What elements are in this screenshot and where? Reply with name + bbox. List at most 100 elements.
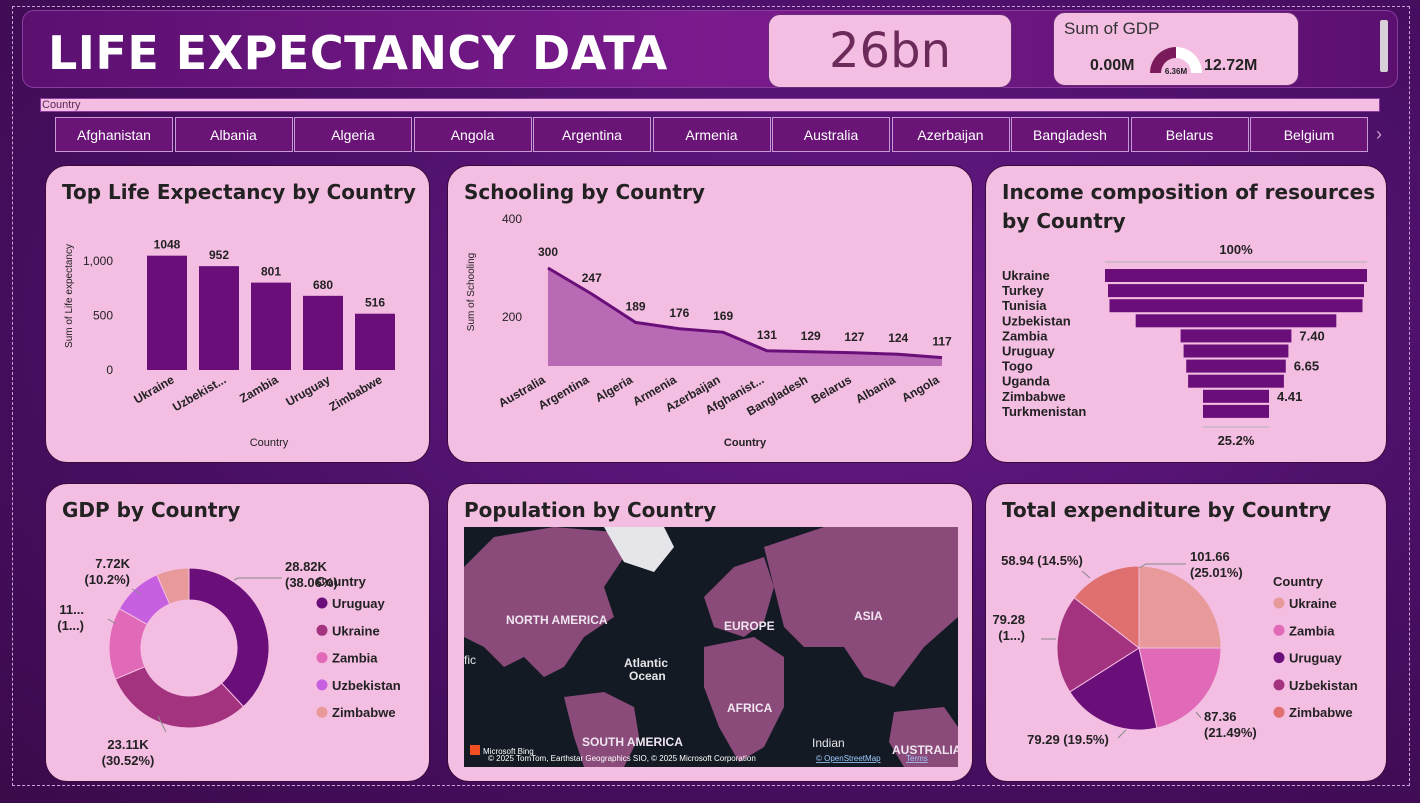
scrollbar[interactable] (1380, 20, 1388, 72)
slicer-item-argentina[interactable]: Argentina (533, 117, 651, 152)
data-label: 7.72K (95, 556, 130, 571)
legend-entry: Uruguay (332, 596, 386, 611)
slicer-item-belgium[interactable]: Belgium (1250, 117, 1368, 152)
map-link-terms: Terms (906, 754, 928, 763)
legend-marker (316, 706, 328, 718)
funnel-bar (1202, 389, 1270, 403)
y-axis-label: Sum of Schooling (466, 253, 477, 331)
funnel-bar (1183, 344, 1289, 358)
chart-title: Total expenditure by Country (1002, 498, 1332, 522)
slicer-item-angola[interactable]: Angola (413, 117, 532, 152)
donut-chart: 28.82K(38.06%) 23.11K(30.52%) 11...(1...) 7… (57, 556, 401, 768)
data-label: 176 (669, 306, 689, 320)
x-tick-label: Belarus (809, 372, 854, 406)
bar (303, 295, 343, 370)
slice (114, 666, 245, 729)
slice (156, 567, 190, 605)
legend-marker (316, 597, 328, 609)
bar-chart: Sum of Life expectancy05001,0001048Ukrai… (64, 238, 395, 449)
funnel-bar (1107, 284, 1365, 298)
x-tick-label: Argentina (536, 372, 592, 412)
map-label: SOUTH AMERICA (582, 735, 683, 749)
chart-title: Top Life Expectancy by Country (62, 180, 416, 204)
gauge-fill (1150, 47, 1176, 73)
leader-line (131, 588, 142, 595)
panel-population: Population by Country NORTH AMERICA EURO… (447, 483, 973, 782)
legend-entry: Zambia (332, 651, 378, 666)
funnel-category-label: Uganda (1002, 374, 1050, 389)
gauge-card[interactable]: Sum of GDP 6.36M 0.00M 12.72M (1053, 12, 1299, 86)
data-label: 131 (757, 328, 777, 342)
map-label: ASIA (854, 609, 883, 623)
slicer-item-albania[interactable]: Albania (174, 117, 293, 152)
data-label: (30.52%) (102, 753, 155, 768)
slicer-item-azerbaijan[interactable]: Azerbaijan (891, 117, 1010, 152)
legend-entry: Uzbekistan (332, 678, 401, 693)
chart-title: Income composition of resources by Count… (1002, 180, 1376, 233)
leader-line (157, 715, 167, 733)
slicer-item-armenia[interactable]: Armenia (652, 117, 771, 152)
data-label: 680 (313, 278, 333, 292)
x-tick-label: Uzbekist... (170, 372, 228, 414)
legend-marker (316, 652, 328, 664)
legend-marker (1273, 706, 1285, 718)
x-axis-label: Country (250, 437, 289, 449)
area-chart: Sum of Schooling 200400300Australia247Arg… (466, 212, 952, 449)
bar (251, 282, 291, 370)
slicer-item-australia[interactable]: Australia (772, 117, 890, 152)
slicer-item-afghanistan[interactable]: Afghanistan (55, 117, 173, 152)
panel-income: Income composition of resources by Count… (985, 165, 1387, 463)
gauge-min: 0.00M (1090, 57, 1135, 74)
legend-entry: Ukraine (332, 623, 380, 638)
map-label: fic (464, 653, 476, 667)
page-title: LIFE EXPECTANCY DATA (48, 26, 668, 80)
data-label: 58.94 (14.5%) (1001, 553, 1083, 568)
map-svg: NORTH AMERICA EUROPE ASIA Atlantic Ocean… (464, 527, 958, 767)
map-label: AFRICA (727, 701, 773, 715)
legend-entry: Zimbabwe (1289, 705, 1353, 720)
x-tick-label: Uruguay (283, 372, 332, 409)
slicer-item-bangladesh[interactable]: Bangladesh (1011, 117, 1129, 152)
slice (1069, 647, 1158, 731)
slicer-item-belarus[interactable]: Belarus (1130, 117, 1249, 152)
funnel-category-label: Turkmenistan (1002, 404, 1086, 419)
leader-line (1138, 563, 1186, 569)
legend-entry: Zambia (1289, 623, 1335, 638)
slice (1056, 597, 1140, 693)
legend-marker (1273, 652, 1285, 664)
data-label: 28.82K (285, 559, 328, 574)
map-label: Atlantic (624, 656, 668, 670)
funnel-bar (1186, 359, 1286, 373)
funnel-category-label: Tunisia (1002, 298, 1047, 313)
data-label: 79.29 (19.5%) (1027, 732, 1109, 747)
leader-line (1081, 570, 1091, 579)
y-axis-label: Sum of Life expectancy (64, 244, 75, 348)
funnel-category-label: Uruguay (1002, 344, 1056, 359)
data-label: 300 (538, 245, 558, 259)
world-map[interactable]: NORTH AMERICA EUROPE ASIA Atlantic Ocean… (464, 527, 958, 767)
kpi-card[interactable]: 26bn (768, 14, 1012, 88)
funnel-chart: 100% UkraineTurkeyTunisiaUzbekistanZambia… (1002, 242, 1367, 448)
legend-entry: Ukraine (1289, 596, 1337, 611)
x-tick-label: Algeria (593, 372, 636, 405)
funnel-category-label: Zambia (1002, 328, 1048, 343)
leader-line (1117, 729, 1127, 739)
data-label: (25.01%) (1190, 565, 1243, 580)
slicer-item-algeria[interactable]: Algeria (294, 117, 412, 152)
funnel-bar (1109, 299, 1363, 313)
chart-title: Schooling by Country (464, 180, 705, 204)
map-logo: Microsoft Bing (483, 747, 534, 756)
data-label: 87.36 (1204, 709, 1237, 724)
map-land-asia (764, 527, 958, 687)
data-label: 952 (209, 248, 229, 262)
funnel-bottom-label: 25.2% (1218, 433, 1255, 448)
funnel-bar (1180, 329, 1292, 343)
funnel-category-label: Turkey (1002, 283, 1044, 298)
gauge-chart: 6.36M (1150, 47, 1202, 76)
y-tick-label: 1,000 (83, 254, 113, 268)
x-axis-label: Country (724, 437, 767, 449)
country-slicer: Afghanistan Albania Algeria Angola Argentina… (55, 117, 1370, 152)
slicer-label: Country (42, 99, 81, 111)
leader-line (107, 618, 117, 625)
chevron-right-icon[interactable]: › (1376, 124, 1382, 144)
